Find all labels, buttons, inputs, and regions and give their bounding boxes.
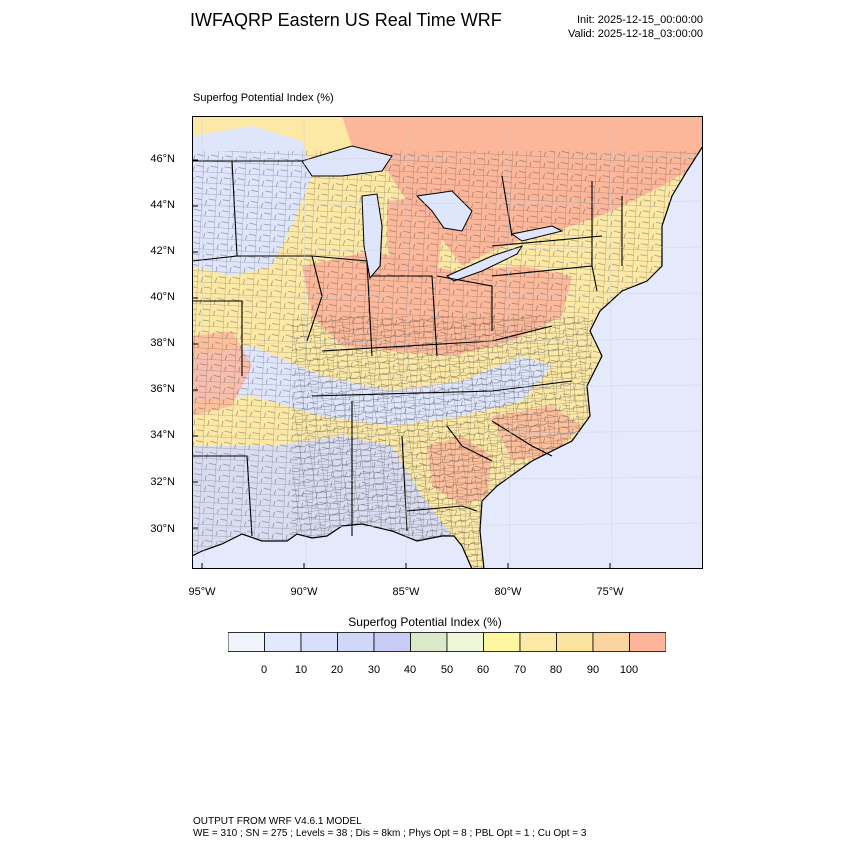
lat-label-46: 46°N <box>150 153 175 165</box>
colorbar-bin <box>264 632 302 652</box>
colorbar-bin <box>556 632 594 652</box>
colorbar-tick-100: 100 <box>619 664 639 676</box>
lat-label-44: 44°N <box>150 199 175 211</box>
footer-config-line: WE = 310 ; SN = 275 ; Levels = 38 ; Dis … <box>193 828 587 839</box>
colorbar-bin <box>483 632 521 652</box>
lon-label-85: 85°W <box>392 586 420 598</box>
colorbar-bin <box>410 632 448 652</box>
lake-michigan <box>361 193 383 280</box>
colorbar-tick-30: 30 <box>367 664 381 676</box>
colorbar-bin <box>227 632 265 652</box>
graticule <box>192 116 703 569</box>
colorbar-bin <box>446 632 484 652</box>
colorbar-tick-80: 80 <box>549 664 563 676</box>
colorbar-bin <box>337 632 375 652</box>
colorbar-tick-20: 20 <box>330 664 344 676</box>
colorbar-bin <box>629 632 667 652</box>
colorbar-tick-60: 60 <box>476 664 490 676</box>
colorbar-bin <box>592 632 630 652</box>
colorbar-svg <box>227 632 667 652</box>
page-title: IWFAQRP Eastern US Real Time WRF <box>190 10 502 30</box>
lat-label-32: 32°N <box>150 476 175 488</box>
colorbar-title: Superfog Potential Index (%) <box>348 615 502 629</box>
lat-label-36: 36°N <box>150 383 175 395</box>
lon-label-95: 95°W <box>188 586 216 598</box>
colorbar-tick-0: 0 <box>260 664 268 676</box>
colorbar-tick-10: 10 <box>294 664 308 676</box>
map-border <box>192 116 703 569</box>
lake-superior <box>301 145 393 177</box>
colorbar-bin <box>373 632 411 652</box>
lake-erie <box>445 245 524 282</box>
map-svg <box>192 116 703 569</box>
lat-label-40: 40°N <box>150 291 175 303</box>
lon-label-75: 75°W <box>596 586 624 598</box>
axis-ticks <box>192 159 611 569</box>
colorbar-bin <box>300 632 338 652</box>
lake-ontario <box>510 225 564 242</box>
lon-label-80: 80°W <box>494 586 522 598</box>
state-borders <box>192 160 623 537</box>
map-panel <box>192 116 703 569</box>
colorbar-tick-40: 40 <box>403 664 417 676</box>
colorbar-tick-90: 90 <box>586 664 600 676</box>
lat-label-38: 38°N <box>150 337 175 349</box>
map-field-label: Superfog Potential Index (%) <box>193 92 334 104</box>
lat-label-30: 30°N <box>150 523 175 535</box>
init-time: Init: 2025-12-15_00:00:00 <box>577 14 703 26</box>
colorbar-tick-50: 50 <box>440 664 454 676</box>
colorbar <box>227 632 667 652</box>
lake-huron <box>415 190 473 232</box>
colorbar-tick-70: 70 <box>513 664 527 676</box>
footer-model-line: OUTPUT FROM WRF V4.6.1 MODEL <box>193 816 362 827</box>
lat-label-34: 34°N <box>150 429 175 441</box>
lat-label-42: 42°N <box>150 245 175 257</box>
valid-time: Valid: 2025-12-18_03:00:00 <box>568 28 703 40</box>
lon-label-90: 90°W <box>290 586 318 598</box>
colorbar-bin <box>519 632 557 652</box>
